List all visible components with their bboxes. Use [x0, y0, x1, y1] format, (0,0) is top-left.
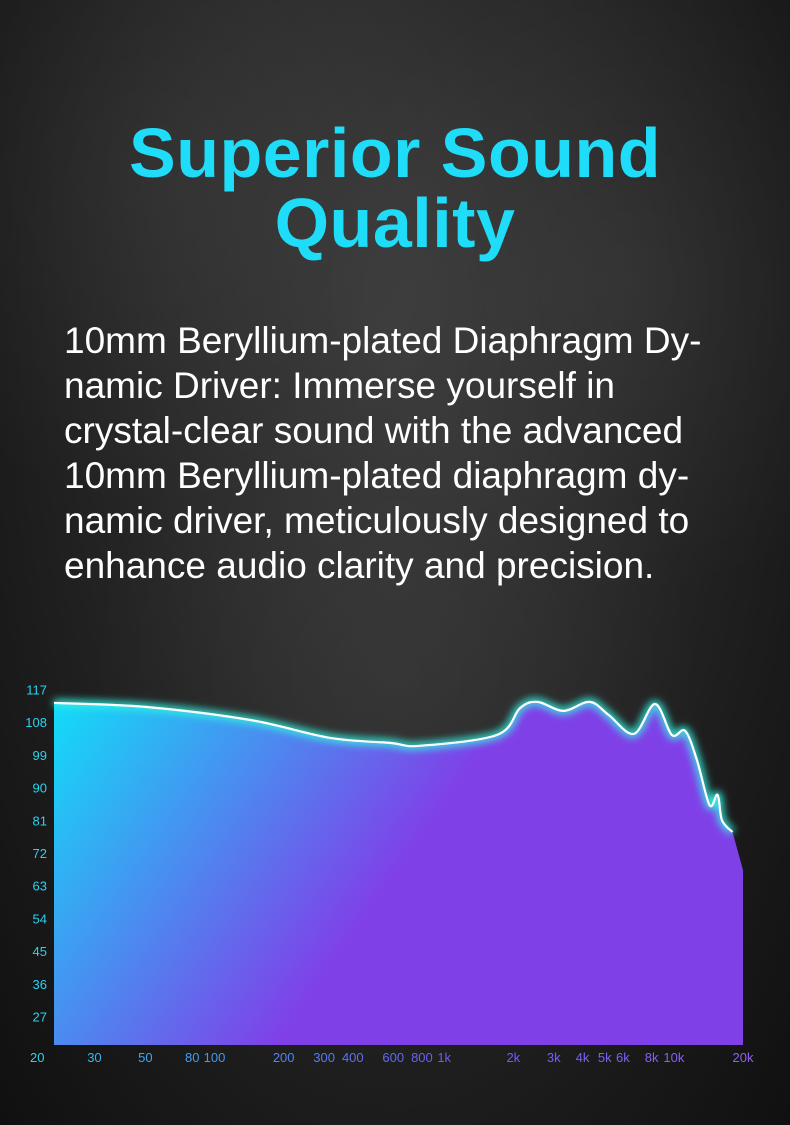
- description: 10mm Beryllium-plated Diaphragm Dy- nami…: [64, 318, 701, 588]
- y-tick-label: 81: [33, 813, 47, 828]
- description-line: enhance audio clarity and precision.: [64, 545, 655, 586]
- description-line: crystal-clear sound with the advanced: [64, 410, 684, 451]
- y-tick-label: 36: [33, 977, 47, 992]
- x-tick-label: 20k: [733, 1050, 754, 1065]
- description-line: 10mm Beryllium-plated diaphragm dy-: [64, 455, 690, 496]
- y-tick-label: 27: [33, 1010, 47, 1025]
- y-tick-label: 99: [33, 748, 47, 763]
- title-line: Superior Sound: [129, 114, 661, 192]
- y-tick-label: 63: [33, 879, 47, 894]
- x-tick-label: 80: [185, 1050, 199, 1065]
- response-area: [54, 701, 743, 1045]
- y-tick-label: 90: [33, 781, 47, 796]
- y-tick-label: 108: [25, 715, 47, 730]
- x-tick-label: 800: [411, 1050, 433, 1065]
- x-tick-label: 300: [313, 1050, 335, 1065]
- x-tick-label: 50: [138, 1050, 152, 1065]
- x-tick-label: 6k: [616, 1050, 630, 1065]
- x-tick-label: 200: [273, 1050, 295, 1065]
- title-line: Quality: [274, 184, 516, 262]
- response-line: [53, 700, 734, 833]
- x-tick-label: 30: [87, 1050, 101, 1065]
- description-line: 10mm Beryllium-plated Diaphragm Dy-: [64, 320, 702, 361]
- page-title: Superior Sound Quality: [0, 118, 790, 258]
- y-tick-label: 45: [33, 944, 47, 959]
- description-line: namic driver, meticulously designed to: [64, 500, 690, 541]
- x-tick-label: 1k: [437, 1050, 451, 1065]
- y-tick-label: 20: [30, 1050, 44, 1065]
- y-tick-label: 117: [26, 683, 47, 698]
- description-line: namic Driver: Immerse yourself in: [64, 365, 616, 406]
- y-tick-label: 54: [33, 911, 47, 926]
- x-tick-label: 4k: [576, 1050, 590, 1065]
- x-tick-label: 3k: [547, 1050, 561, 1065]
- x-tick-label: 2k: [506, 1050, 520, 1065]
- x-tick-label: 8k: [645, 1050, 659, 1065]
- y-tick-label: 72: [33, 846, 47, 861]
- x-tick-label: 5k: [598, 1050, 612, 1065]
- x-tick-label: 100: [204, 1050, 226, 1065]
- x-tick-label: 600: [382, 1050, 404, 1065]
- x-tick-label: 400: [342, 1050, 364, 1065]
- x-tick-label: 10k: [663, 1050, 684, 1065]
